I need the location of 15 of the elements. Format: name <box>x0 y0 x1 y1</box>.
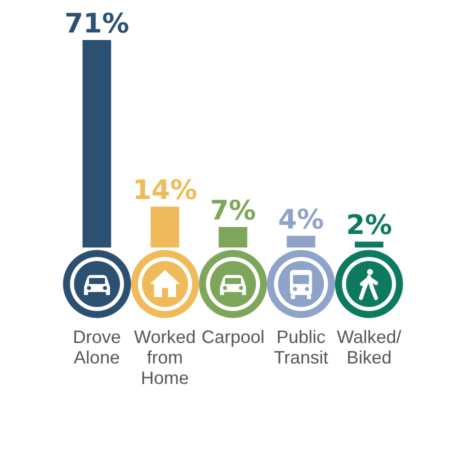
x-tick-label: Carpool <box>201 326 264 347</box>
x-tick-label: Public Transit <box>274 326 328 368</box>
data-label: 71% <box>64 8 130 40</box>
bar <box>354 242 384 248</box>
data-label: 4% <box>278 204 324 236</box>
bar <box>82 40 112 248</box>
data-label: 14% <box>132 175 198 206</box>
data-label: 2% <box>346 210 392 242</box>
bar <box>218 227 248 248</box>
data-label: 7% <box>210 196 256 227</box>
x-tick-label: Drove Alone <box>72 326 121 368</box>
x-tick-label: Walked/Biked <box>336 326 402 368</box>
x-tick-label: Worked from Home <box>134 326 196 388</box>
bar <box>286 236 316 248</box>
bar <box>150 206 180 248</box>
